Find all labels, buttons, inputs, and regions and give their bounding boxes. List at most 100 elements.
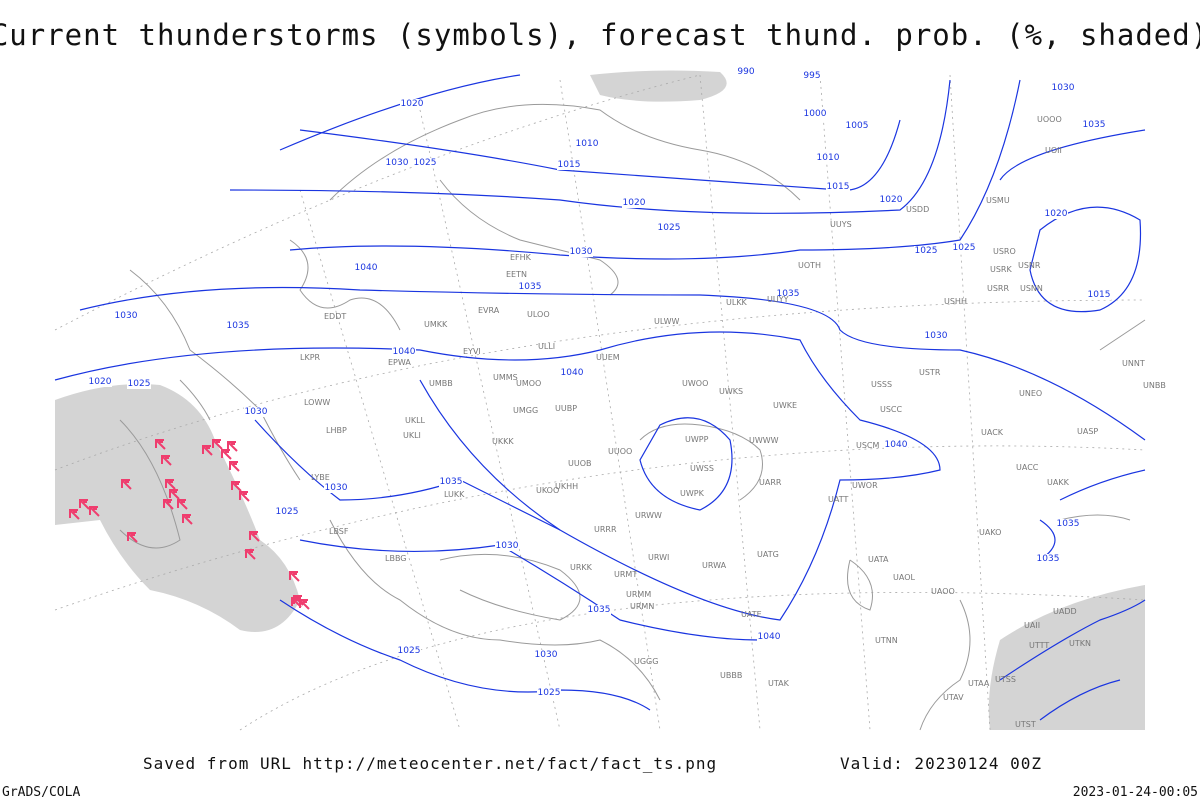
station-label: URWI [648,553,669,562]
station-label: UATA [868,555,889,564]
thunderstorm-symbol [182,514,193,525]
station-label: USTR [919,368,941,377]
isobar-label-bg [114,311,138,321]
station-label: UTTT [1029,641,1049,650]
station-label: USCM [856,441,880,450]
station-label: UAII [1024,621,1040,630]
isobar-label-bg [1036,554,1060,564]
isobar-label-bg [879,195,903,205]
station-label: URMT [614,570,637,579]
station-label: USSS [871,380,892,389]
station-label: UKKK [492,437,514,446]
isobar-label: 1025 [953,243,976,253]
station-label: LBSF [329,527,349,536]
station-label: LKPR [300,353,321,362]
isobars [54,74,1146,721]
station-label: LBBG [385,554,407,563]
isobar-label-bg [826,182,850,192]
isobar-label-bg [845,121,869,131]
isobar-label: 1025 [398,646,421,656]
isobar-label-bg [324,483,348,493]
isobar-label: 1035 [1083,120,1106,130]
station-label: LYBE [311,473,330,482]
isobar-label: 1030 [570,247,593,257]
station-label: UWWW [749,436,779,445]
isobar-label-bg [534,650,558,660]
station-label: EFHK [510,253,532,262]
source-url: Saved from URL http://meteocenter.net/fa… [143,754,717,773]
thunderstorm-symbol [161,455,172,466]
thunderstorm-symbol [249,531,260,542]
station-label: UAKK [1047,478,1070,487]
station-label: USNN [1020,284,1043,293]
thunderstorm-symbol [227,441,238,452]
isobar-label: 1015 [827,182,850,192]
isobar-label: 1030 [325,483,348,493]
station-label: UUOO [608,447,632,456]
station-label: UKLI [403,431,421,440]
isobar-label: 1040 [758,632,781,642]
isobar-label: 1040 [393,347,416,357]
map-title: Current thunderstorms (symbols), forecas… [0,18,1200,52]
isobar-label-bg [1056,519,1080,529]
isobar-label: 1020 [89,377,112,387]
station-label: USRR [987,284,1009,293]
isobar-label: 1035 [1037,554,1060,564]
station-label: USRO [993,247,1016,256]
station-label: UATT [828,495,848,504]
isobar-label: 1025 [414,158,437,168]
isobar-label-bg [385,158,409,168]
isobar-label: 1035 [777,289,800,299]
isobar-label-bg [569,247,593,257]
isobar-label-bg [800,71,824,81]
station-label: UADD [1053,607,1077,616]
station-label: URKK [570,563,593,572]
station-label: EYVI [463,347,481,356]
isobar-label: 990 [737,67,754,77]
station-label: UNBB [1143,381,1166,390]
isobar-label: 1025 [915,246,938,256]
isobar-label-bg [622,198,646,208]
isobar-label-bg [587,605,611,615]
isobar-label: 1015 [558,160,581,170]
isobar-label: 1030 [925,331,948,341]
thunderstorm-symbol [177,499,188,510]
station-label: USNR [1018,261,1041,270]
isobar-label-bg [1051,83,1075,93]
isobar-label: 1040 [885,440,908,450]
isobar-label-bg [884,440,908,450]
station-label: UKOO [536,486,559,495]
isobar-label-bg [557,160,581,170]
credit: GrADS/COLA [2,785,80,800]
valid-time: Valid: 20230124 00Z [840,754,1042,773]
station-label: LOWW [304,398,330,407]
station-label: UTAK [768,679,790,688]
isobar-label-bg [575,139,599,149]
thunderstorm-symbol [239,491,250,502]
thunderstorm-symbols [69,439,310,610]
station-label: EDDT [324,312,346,321]
isobar-label-bg [495,541,519,551]
station-label: EPWA [388,358,411,367]
station-label: UWPK [680,489,705,498]
station-label: UUBP [555,404,577,413]
station-label: USCC [880,405,903,414]
station-label: UAOL [893,573,915,582]
station-label: UWKE [773,401,797,410]
station-label: UOOO [1037,115,1062,124]
station-label: LUKK [444,490,465,499]
station-label: UWOR [852,481,878,490]
thunderstorm-symbol [202,445,213,456]
isobar-label: 1035 [227,321,250,331]
isobar-label-bg [392,347,416,357]
station-label: EETN [506,270,527,279]
isobar-label-bg [757,632,781,642]
isobar-label-bg [275,507,299,517]
isobar-label: 1030 [1052,83,1075,93]
isobar-label: 1040 [355,263,378,273]
station-label: UMMS [493,373,518,382]
station-label: UACK [981,428,1004,437]
station-label: UARR [759,478,782,487]
